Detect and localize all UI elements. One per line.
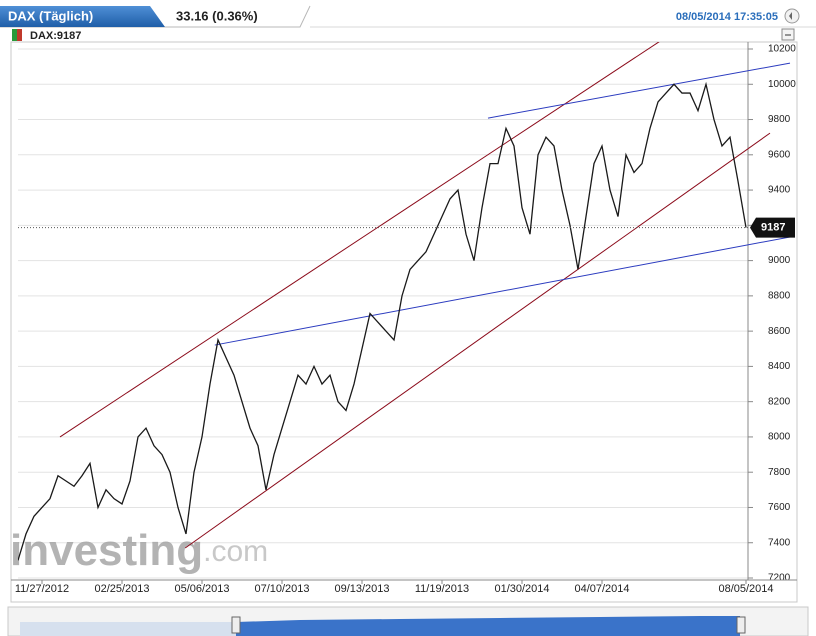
- y-tick-label: 7200: [768, 573, 791, 584]
- navigator-handle[interactable]: [736, 616, 746, 634]
- y-tick-label: 8200: [768, 396, 791, 407]
- navigator-handle[interactable]: [231, 616, 241, 634]
- x-tick-label: 08/05/2014: [718, 583, 773, 595]
- x-tick-label: 05/06/2013: [174, 583, 229, 595]
- y-tick-label: 7400: [768, 537, 791, 548]
- y-tick-label: 9400: [768, 185, 791, 196]
- timestamp: 08/05/2014 17:35:05: [676, 11, 778, 23]
- y-tick-label: 8000: [768, 432, 791, 443]
- y-tick-label: 8800: [768, 291, 791, 302]
- y-tick-label: 10200: [768, 44, 796, 55]
- tab[interactable]: [0, 6, 165, 27]
- last-price-label: 9187: [761, 222, 785, 234]
- x-tick-label: 11/27/2012: [15, 583, 69, 595]
- x-tick-label: 02/25/2013: [94, 583, 149, 595]
- plot: [18, 42, 791, 561]
- navigator-area: [20, 622, 236, 636]
- x-tick-label: 11/19/2013: [415, 583, 469, 595]
- x-tick-label: 07/10/2013: [254, 583, 309, 595]
- y-tick-label: 9600: [768, 149, 791, 160]
- symbol: DAX:9187: [30, 30, 81, 42]
- symbol-icon: [17, 29, 22, 41]
- x-tick-label: 09/13/2013: [334, 583, 389, 595]
- symbol-icon: [12, 29, 17, 41]
- change: 33.16 (0.36%): [176, 8, 258, 23]
- y-tick-label: 9000: [768, 255, 791, 266]
- trend-line: [487, 62, 791, 119]
- price-line: [18, 81, 747, 561]
- y-tick-label: 7800: [768, 467, 791, 478]
- y-tick-label: 8600: [768, 326, 791, 337]
- trend-line: [59, 42, 660, 438]
- navigator-area: [236, 616, 740, 636]
- watermark: investing.com: [10, 526, 268, 575]
- trend-line: [214, 236, 791, 346]
- y-tick-label: 8400: [768, 361, 791, 372]
- chart-frame: [10, 41, 798, 603]
- y-tick-label: 9800: [768, 114, 791, 125]
- y-tick-label: 7600: [768, 502, 791, 513]
- x-tick-label: 01/30/2014: [494, 583, 549, 595]
- tab-title: DAX (Täglich): [8, 8, 93, 23]
- refresh-icon: [789, 12, 792, 20]
- y-tick-label: 10000: [768, 79, 796, 90]
- last-price-box: [750, 217, 795, 238]
- x-tick-label: 04/07/2014: [574, 583, 629, 595]
- trend-line: [184, 132, 771, 549]
